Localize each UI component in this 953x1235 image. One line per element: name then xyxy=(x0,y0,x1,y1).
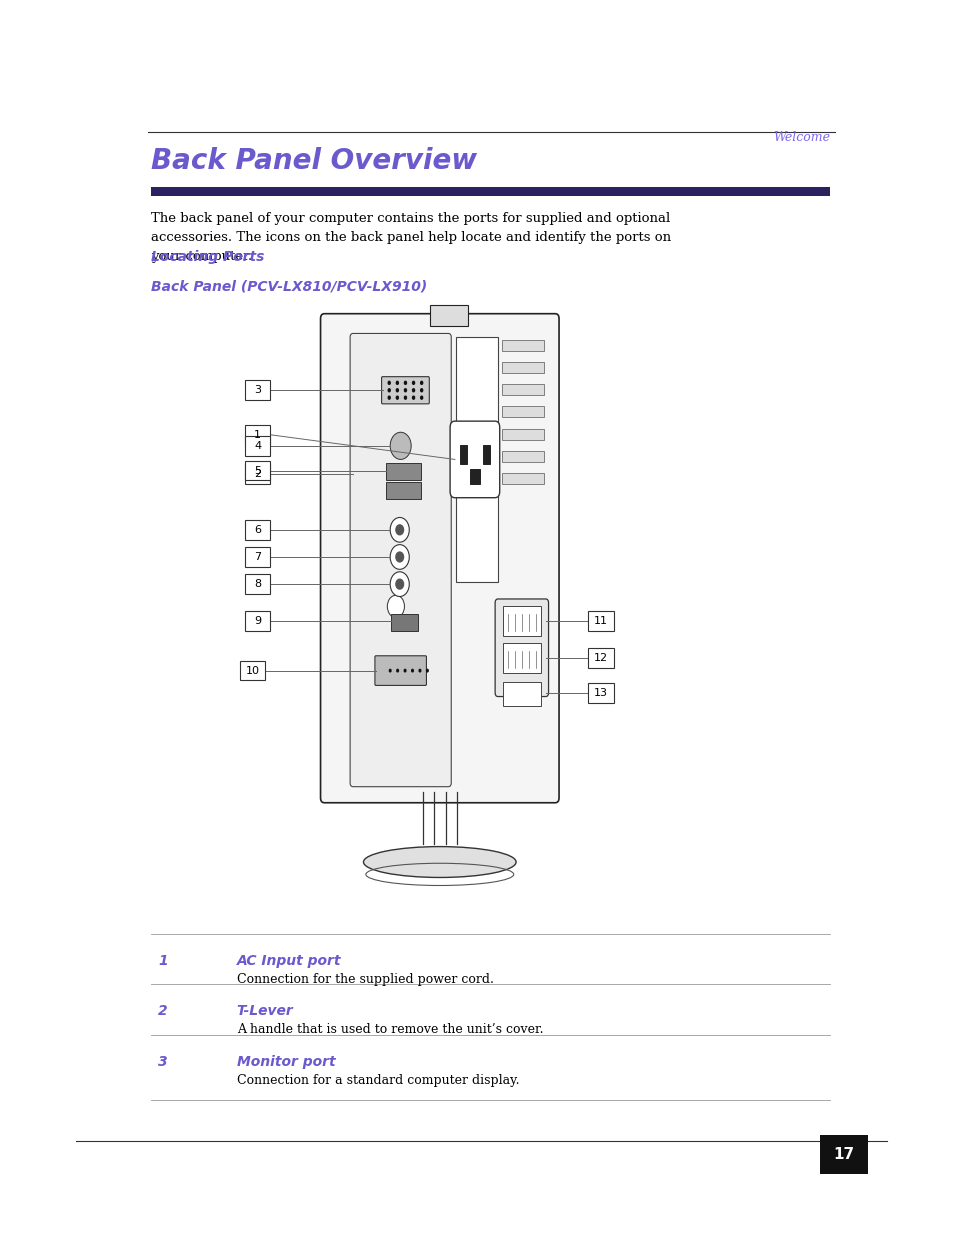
Text: 17: 17 xyxy=(833,1147,854,1162)
FancyBboxPatch shape xyxy=(381,377,429,404)
Bar xyxy=(386,482,420,499)
Text: 1: 1 xyxy=(253,430,261,440)
FancyBboxPatch shape xyxy=(502,606,540,636)
Circle shape xyxy=(388,668,392,673)
Bar xyxy=(501,429,543,440)
Circle shape xyxy=(395,395,398,400)
Bar xyxy=(245,380,270,400)
Circle shape xyxy=(395,579,403,589)
Text: 8: 8 xyxy=(253,579,261,589)
Circle shape xyxy=(419,395,423,400)
Text: 11: 11 xyxy=(594,616,607,626)
FancyBboxPatch shape xyxy=(450,421,499,498)
Bar xyxy=(482,445,490,464)
Text: Connection for the supplied power cord.: Connection for the supplied power cord. xyxy=(236,973,493,986)
Text: 10: 10 xyxy=(246,666,259,676)
Bar xyxy=(456,337,497,582)
Bar xyxy=(386,463,420,480)
Text: 5: 5 xyxy=(253,466,261,475)
Circle shape xyxy=(390,432,411,459)
Circle shape xyxy=(390,545,409,569)
FancyBboxPatch shape xyxy=(502,682,540,706)
Text: AC Input port: AC Input port xyxy=(236,953,341,968)
Circle shape xyxy=(412,380,415,385)
Circle shape xyxy=(387,395,391,400)
Text: T-Lever: T-Lever xyxy=(236,1004,293,1019)
Bar xyxy=(245,520,270,540)
Text: The back panel of your computer contains the ports for supplied and optional
acc: The back panel of your computer contains… xyxy=(151,212,670,263)
Circle shape xyxy=(403,380,407,385)
Text: 4: 4 xyxy=(253,441,261,451)
Bar xyxy=(587,648,614,668)
Bar xyxy=(501,406,543,417)
FancyBboxPatch shape xyxy=(350,333,451,787)
Circle shape xyxy=(403,395,407,400)
Bar xyxy=(245,425,270,445)
Text: A handle that is used to remove the unit’s cover.: A handle that is used to remove the unit… xyxy=(236,1024,542,1036)
Text: 7: 7 xyxy=(253,552,261,562)
Circle shape xyxy=(425,668,429,673)
Bar xyxy=(245,436,270,456)
Bar xyxy=(820,1135,867,1174)
Bar xyxy=(245,547,270,567)
Bar xyxy=(587,683,614,703)
Text: 6: 6 xyxy=(253,525,261,535)
Bar xyxy=(501,451,543,462)
Text: Welcome: Welcome xyxy=(772,131,829,144)
Bar xyxy=(501,340,543,351)
Text: Back Panel (PCV-LX810/PCV-LX910): Back Panel (PCV-LX810/PCV-LX910) xyxy=(151,280,427,294)
Text: 12: 12 xyxy=(594,653,607,663)
Circle shape xyxy=(411,668,414,673)
Circle shape xyxy=(395,525,403,535)
Bar xyxy=(151,186,829,195)
Text: Connection for a standard computer display.: Connection for a standard computer displ… xyxy=(236,1074,518,1087)
Circle shape xyxy=(418,668,421,673)
Circle shape xyxy=(412,395,415,400)
Text: 2: 2 xyxy=(158,1004,168,1019)
Ellipse shape xyxy=(363,847,516,877)
FancyBboxPatch shape xyxy=(375,656,426,685)
Text: Locating Ports: Locating Ports xyxy=(151,251,264,264)
Circle shape xyxy=(390,517,409,542)
FancyBboxPatch shape xyxy=(495,599,548,697)
Text: 2: 2 xyxy=(253,468,261,479)
Bar xyxy=(245,464,270,484)
Bar xyxy=(587,611,614,631)
Bar xyxy=(501,384,543,395)
Bar xyxy=(391,614,417,631)
FancyBboxPatch shape xyxy=(502,643,540,673)
Circle shape xyxy=(387,388,391,393)
Circle shape xyxy=(412,388,415,393)
Bar xyxy=(501,473,543,484)
Bar xyxy=(501,362,543,373)
Circle shape xyxy=(395,668,398,673)
Bar xyxy=(245,611,270,631)
Circle shape xyxy=(387,595,404,618)
Circle shape xyxy=(403,388,407,393)
Circle shape xyxy=(387,380,391,385)
Text: Back Panel Overview: Back Panel Overview xyxy=(151,147,476,175)
Text: Monitor port: Monitor port xyxy=(236,1055,335,1070)
Text: 3: 3 xyxy=(158,1055,168,1070)
Bar xyxy=(240,661,265,680)
Circle shape xyxy=(419,380,423,385)
Bar xyxy=(459,445,467,464)
Bar xyxy=(470,469,479,484)
Circle shape xyxy=(419,388,423,393)
Text: 1: 1 xyxy=(158,953,168,968)
Circle shape xyxy=(390,572,409,597)
FancyBboxPatch shape xyxy=(320,314,558,803)
Text: 9: 9 xyxy=(253,616,261,626)
Text: 3: 3 xyxy=(253,385,261,395)
Circle shape xyxy=(403,668,406,673)
Bar xyxy=(245,574,270,594)
Circle shape xyxy=(395,388,398,393)
Circle shape xyxy=(395,552,403,562)
Circle shape xyxy=(395,380,398,385)
Bar xyxy=(245,461,270,480)
Text: 13: 13 xyxy=(594,688,607,698)
Bar xyxy=(430,305,468,326)
